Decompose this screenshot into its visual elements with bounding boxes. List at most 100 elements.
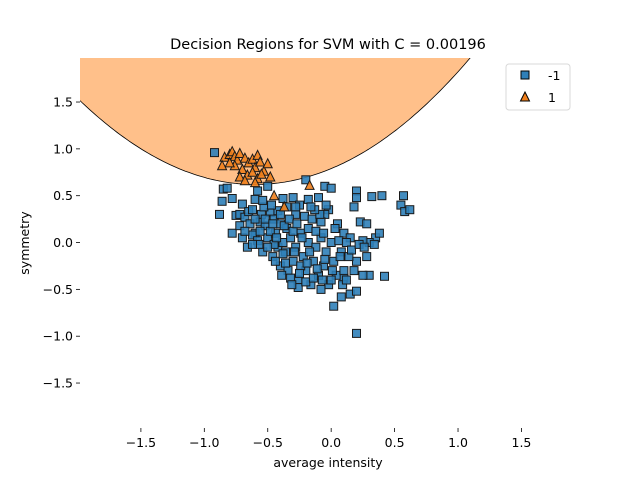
data-point-class-1 <box>268 189 280 201</box>
chart-title: Decision Regions for SVM with C = 0.0019… <box>170 37 486 53</box>
x-tick-label: 0.0 <box>321 435 341 450</box>
data-point-class-neg1 <box>374 228 384 238</box>
data-point-class-neg1 <box>284 214 294 224</box>
class-1-region <box>80 58 471 185</box>
data-point-class-neg1 <box>367 192 377 202</box>
data-point-class-1 <box>216 159 228 171</box>
data-point-class-neg1 <box>352 286 361 296</box>
data-point-class-neg1 <box>327 266 337 276</box>
data-point-class-neg1 <box>292 219 302 229</box>
data-point-class-neg1 <box>278 238 288 247</box>
data-point-class-neg1 <box>267 200 276 210</box>
data-point-class-neg1 <box>275 209 285 219</box>
data-point-class-1 <box>262 157 274 169</box>
data-point-class-neg1 <box>295 268 304 278</box>
data-point-class-1 <box>278 200 290 212</box>
data-point-class-neg1 <box>277 270 287 280</box>
data-point-class-neg1 <box>399 191 408 201</box>
data-point-class-neg1 <box>235 221 245 231</box>
data-point-class-neg1 <box>306 202 316 212</box>
x-tick-label: 1.5 <box>512 435 532 450</box>
data-point-class-neg1 <box>316 284 326 294</box>
decision-region-layer <box>80 58 471 185</box>
data-point-class-neg1 <box>307 214 317 224</box>
data-point-class-neg1 <box>362 252 372 262</box>
data-point-class-neg1 <box>358 270 368 280</box>
data-point-class-1 <box>264 170 276 182</box>
data-point-class-neg1 <box>339 228 349 238</box>
data-point-class-neg1 <box>250 194 260 204</box>
data-point-class-1 <box>239 174 251 186</box>
legend-triangle-marker <box>519 90 531 102</box>
data-point-class-neg1 <box>210 148 219 158</box>
x-tick-label: 1.0 <box>448 435 468 450</box>
data-point-class-neg1 <box>303 238 313 247</box>
scatter-points-layer <box>210 145 415 338</box>
data-point-class-neg1 <box>288 226 298 236</box>
data-point-class-neg1 <box>227 194 237 203</box>
data-point-class-neg1 <box>329 301 339 311</box>
data-point-class-neg1 <box>250 214 260 224</box>
data-point-class-neg1 <box>352 193 361 203</box>
data-point-class-neg1 <box>291 202 301 212</box>
data-point-class-neg1 <box>301 277 311 287</box>
data-point-class-neg1 <box>326 183 336 193</box>
data-point-class-neg1 <box>341 238 351 247</box>
data-point-class-1 <box>224 156 236 168</box>
data-point-class-neg1 <box>272 233 282 243</box>
x-tick-label: −1.5 <box>126 435 156 450</box>
y-tick-label: −1.0 <box>43 329 73 344</box>
data-point-class-1 <box>304 179 315 190</box>
data-point-class-neg1 <box>303 194 313 204</box>
data-point-class-neg1 <box>263 181 273 191</box>
data-point-class-1 <box>256 168 267 179</box>
data-point-class-neg1 <box>349 266 359 276</box>
data-point-class-neg1 <box>311 242 321 252</box>
data-point-class-neg1 <box>329 256 339 266</box>
y-tick-label: 0.0 <box>53 235 73 250</box>
x-tick-label: −0.5 <box>253 435 283 450</box>
data-point-class-neg1 <box>278 194 288 203</box>
data-point-class-neg1 <box>352 256 361 266</box>
data-point-class-neg1 <box>227 228 237 238</box>
y-tick-label: −0.5 <box>43 282 73 297</box>
data-point-class-neg1 <box>237 199 247 209</box>
data-point-class-neg1 <box>336 292 346 302</box>
data-point-class-neg1 <box>319 228 329 238</box>
data-point-class-neg1 <box>288 193 298 203</box>
data-point-class-neg1 <box>278 249 288 259</box>
data-point-class-neg1 <box>270 256 280 266</box>
data-point-class-neg1 <box>297 233 307 243</box>
data-point-class-neg1 <box>260 214 270 224</box>
legend: -1 1 <box>505 63 571 111</box>
y-tick-label: −1.5 <box>43 376 73 391</box>
y-axis: −1.5 −1.0 −0.5 0.0 0.5 1.0 1.5 <box>43 95 80 391</box>
data-point-class-neg1 <box>369 239 379 249</box>
data-point-class-neg1 <box>268 219 278 229</box>
data-point-class-1 <box>234 147 246 158</box>
data-point-class-1 <box>234 170 246 182</box>
data-point-class-neg1 <box>263 242 273 252</box>
data-point-class-neg1 <box>215 209 224 219</box>
data-point-class-neg1 <box>352 328 361 338</box>
y-axis-label: symmetry <box>17 211 32 275</box>
data-point-class-neg1 <box>349 202 359 212</box>
data-point-class-neg1 <box>308 273 318 283</box>
data-point-class-neg1 <box>335 252 345 262</box>
data-point-class-neg1 <box>341 275 351 285</box>
x-tick-label: −1.0 <box>189 435 219 450</box>
data-point-class-neg1 <box>334 236 344 246</box>
data-point-class-neg1 <box>330 224 340 233</box>
data-point-class-neg1 <box>288 256 298 266</box>
data-point-class-neg1 <box>303 224 313 233</box>
data-point-class-neg1 <box>248 239 257 249</box>
data-point-class-1 <box>237 163 248 174</box>
data-point-class-neg1 <box>258 195 268 205</box>
decision-boundary-line <box>80 58 471 185</box>
data-point-class-neg1 <box>287 280 297 290</box>
data-point-class-neg1 <box>279 221 289 231</box>
data-point-class-neg1 <box>302 258 312 268</box>
y-tick-label: 0.5 <box>53 188 73 203</box>
legend-square-marker <box>520 70 530 80</box>
